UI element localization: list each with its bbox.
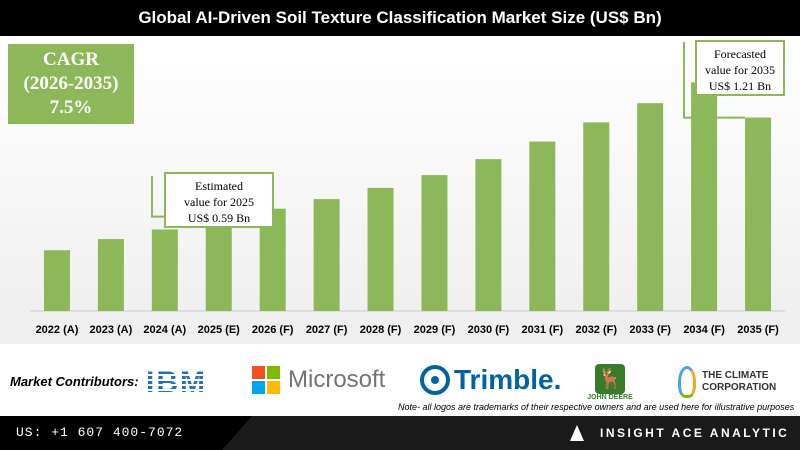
x-tick-label: 2033 (F) [629, 324, 671, 336]
x-tick-label: 2035 (F) [737, 324, 779, 336]
cagr-box: CAGR (2026-2035) 7.5% [8, 44, 134, 124]
microsoft-logo-text: Microsoft [288, 366, 386, 393]
footer-divider [222, 416, 252, 450]
bar-2028 [367, 187, 394, 311]
bar-2022 [43, 250, 70, 311]
callout-2035-line2: value for 2035 [705, 63, 775, 77]
trimble-logo: Trimble. [420, 364, 561, 396]
bar-2032 [583, 122, 610, 312]
cagr-period: (2026-2035) [23, 73, 119, 94]
x-tick-label: 2029 (F) [414, 324, 456, 336]
callout-2025-line3: US$ 0.59 Bn [187, 211, 251, 225]
x-tick-label: 2022 (A) [36, 324, 79, 336]
bar-2029 [421, 175, 448, 311]
trimble-globe-icon [420, 365, 450, 395]
chart-title: Global AI-Driven Soil Texture Classifica… [0, 0, 800, 36]
climate-logo-line2: CORPORATION [702, 382, 777, 393]
deer-icon: 🦌 [595, 364, 625, 394]
microsoft-grid-icon [252, 366, 280, 394]
callout-2035: Forecasted value for 2035 US$ 1.21 Bn [695, 40, 785, 96]
market-contributors: Market Contributors: IBM Microsoft Trimb… [0, 344, 800, 416]
x-tick-label: 2034 (F) [683, 324, 725, 336]
bar-2025 [205, 216, 232, 311]
trimble-logo-text: Trimble. [454, 364, 562, 395]
x-tick-label: 2031 (F) [522, 324, 564, 336]
x-tick-label: 2025 (E) [198, 324, 241, 336]
callout-2035-connector [683, 42, 746, 119]
climate-logo-line1: THE CLIMATE [702, 370, 769, 381]
trademark-note: Note- all logos are trademarks of their … [398, 402, 795, 412]
ibm-logo: IBM [146, 366, 207, 399]
contributors-label: Market Contributors: [10, 374, 139, 389]
brand-logo-icon [570, 425, 584, 441]
bar-2035 [745, 117, 772, 311]
bar-2027 [313, 199, 340, 311]
callout-2025: Estimated value for 2025 US$ 0.59 Bn [164, 172, 274, 228]
footer-phone: US: +1 607 400-7072 [0, 416, 222, 450]
climate-logo-text: THE CLIMATE CORPORATION [702, 370, 776, 394]
john-deere-logo-text: JOHN DEERE [587, 394, 633, 401]
footer-brand: INSIGHT ACE ANALYTIC [600, 426, 790, 440]
cagr-value: 7.5% [49, 97, 93, 118]
cagr-label: CAGR [43, 49, 99, 70]
x-tick-label: 2027 (F) [306, 324, 348, 336]
x-tick-label: 2023 (A) [89, 324, 132, 336]
x-tick-label: 2032 (F) [575, 324, 617, 336]
john-deere-logo: 🦌 JOHN DEERE [586, 364, 634, 401]
footer-brand-panel [252, 416, 800, 450]
x-tick-label: 2030 (F) [468, 324, 510, 336]
callout-2025-line1: Estimated [195, 179, 243, 193]
climate-swirl-icon [678, 366, 696, 398]
footer: US: +1 607 400-7072 INSIGHT ACE ANALYTIC [0, 416, 800, 450]
bar-2024 [151, 229, 178, 311]
callout-2025-line2: value for 2025 [184, 195, 254, 209]
callout-2035-line1: Forecasted [714, 47, 766, 61]
bar-2031 [529, 141, 556, 311]
x-tick-label: 2028 (F) [360, 324, 402, 336]
bar-2033 [637, 103, 664, 311]
climate-corporation-logo: THE CLIMATE CORPORATION [678, 366, 776, 398]
callout-2035-line3: US$ 1.21 Bn [708, 79, 772, 93]
x-tick-label: 2024 (A) [143, 324, 186, 336]
bar-2023 [97, 239, 124, 311]
bar-2030 [475, 159, 502, 311]
bar-2034 [691, 82, 718, 311]
microsoft-logo: Microsoft [252, 366, 385, 394]
x-tick-label: 2026 (F) [252, 324, 294, 336]
